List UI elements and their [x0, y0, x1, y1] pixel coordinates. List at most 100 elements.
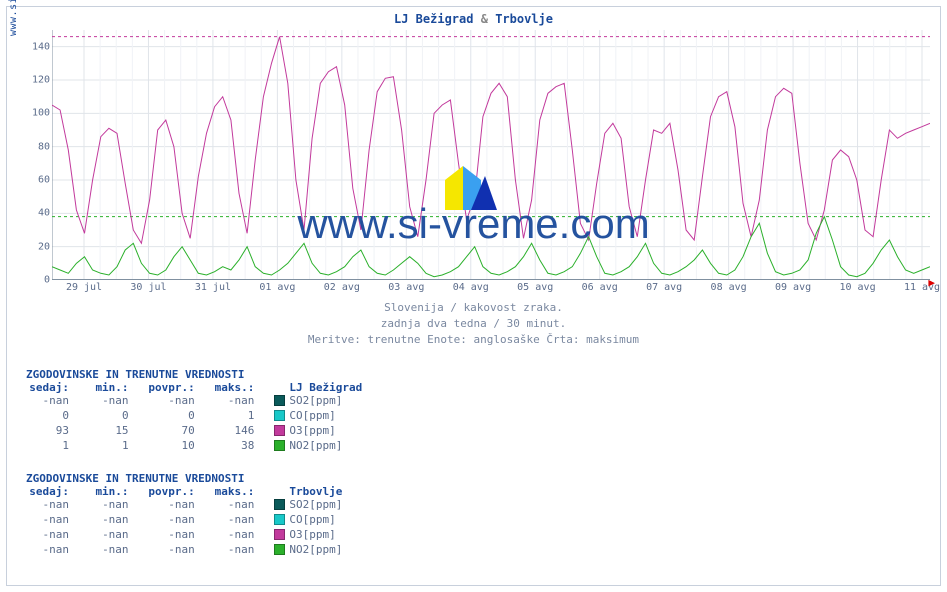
stats-value: -nan [139, 543, 205, 558]
x-tick-label: 30 jul [130, 282, 166, 293]
stats-row: -nan-nan-nan-nanCO[ppm] [26, 513, 352, 528]
y-axis-ticks: 020406080100120140 [22, 30, 50, 280]
stats-value: 1 [26, 439, 79, 454]
stats-value: -nan [26, 513, 79, 528]
stats-row-label: O3[ppm] [285, 528, 352, 543]
stats-row-label: O3[ppm] [285, 424, 372, 439]
stats-value: -nan [139, 513, 205, 528]
stats-value: -nan [79, 394, 139, 409]
chart-caption: Slovenija / kakovost zraka. zadnja dva t… [0, 300, 947, 348]
x-tick-label: 05 avg [517, 282, 553, 293]
stats-location: LJ Bežigrad [285, 381, 372, 394]
stats-value: -nan [26, 543, 79, 558]
stats-col-header: min.: [79, 381, 139, 394]
legend-swatch [264, 528, 285, 543]
y-tick-label: 140 [32, 41, 50, 52]
stats-value: -nan [205, 513, 265, 528]
x-axis-end-arrow-icon: ▶ [928, 276, 935, 289]
y-tick-label: 120 [32, 75, 50, 86]
x-tick-label: 04 avg [453, 282, 489, 293]
legend-swatch [264, 439, 285, 454]
stats-value: 1 [205, 409, 265, 424]
stats-value: 146 [205, 424, 265, 439]
stats-value: -nan [205, 528, 265, 543]
stats-row-label: SO2[ppm] [285, 498, 352, 513]
stats-value: 10 [139, 439, 205, 454]
title-ampersand: & [481, 12, 488, 26]
stats-value: -nan [79, 513, 139, 528]
stats-row-label: NO2[ppm] [285, 543, 352, 558]
stats-value: 70 [139, 424, 205, 439]
stats-row: -nan-nan-nan-nanSO2[ppm] [26, 394, 372, 409]
stats-row: 931570146 O3[ppm] [26, 424, 372, 439]
stats-value: -nan [139, 394, 205, 409]
y-tick-label: 20 [38, 241, 50, 252]
stats-header: ZGODOVINSKE IN TRENUTNE VREDNOSTI [26, 368, 372, 381]
stats-table: sedaj:min.:povpr.:maks.:Trbovlje-nan-nan… [26, 485, 352, 557]
stats-row-label: CO[ppm] [285, 513, 352, 528]
stats-row: 111038NO2[ppm] [26, 439, 372, 454]
legend-swatch [264, 409, 285, 424]
stats-table: sedaj:min.:povpr.:maks.:LJ Bežigrad-nan-… [26, 381, 372, 453]
stats-value: -nan [139, 498, 205, 513]
stats-value: -nan [26, 528, 79, 543]
stats-row: 0001CO[ppm] [26, 409, 372, 424]
y-tick-label: 80 [38, 141, 50, 152]
stats-value: -nan [205, 498, 265, 513]
stats-value: -nan [79, 498, 139, 513]
y-tick-label: 100 [32, 108, 50, 119]
caption-line-1: Slovenija / kakovost zraka. [0, 300, 947, 316]
x-tick-label: 29 jul [66, 282, 102, 293]
y-tick-label: 40 [38, 208, 50, 219]
stats-value: -nan [205, 394, 265, 409]
x-tick-label: 10 avg [839, 282, 875, 293]
chart-plot-area [52, 30, 930, 280]
title-location-2: Trbovlje [495, 12, 553, 26]
x-tick-label: 06 avg [582, 282, 618, 293]
x-tick-label: 31 jul [195, 282, 231, 293]
stats-header: ZGODOVINSKE IN TRENUTNE VREDNOSTI [26, 472, 352, 485]
x-tick-label: 08 avg [711, 282, 747, 293]
legend-swatch [264, 394, 285, 409]
stats-col-header: sedaj: [26, 381, 79, 394]
stats-col-header: maks.: [205, 381, 265, 394]
stats-table-bezigrad: ZGODOVINSKE IN TRENUTNE VREDNOSTIsedaj:m… [26, 368, 372, 453]
stats-value: -nan [79, 543, 139, 558]
stats-swatch-header [264, 381, 285, 394]
stats-row: -nan-nan-nan-nanO3[ppm] [26, 528, 352, 543]
stats-value: 1 [79, 439, 139, 454]
stats-value: 93 [26, 424, 79, 439]
x-tick-label: 03 avg [388, 282, 424, 293]
y-tick-label: 60 [38, 175, 50, 186]
stats-value: 0 [139, 409, 205, 424]
stats-value: -nan [26, 498, 79, 513]
stats-col-header: sedaj: [26, 485, 79, 498]
stats-value: 38 [205, 439, 265, 454]
x-tick-label: 01 avg [259, 282, 295, 293]
stats-value: 15 [79, 424, 139, 439]
stats-value: -nan [79, 528, 139, 543]
stats-row: -nan-nan-nan-nanSO2[ppm] [26, 498, 352, 513]
stats-value: 0 [79, 409, 139, 424]
stats-row: -nan-nan-nan-nanNO2[ppm] [26, 543, 352, 558]
y-tick-label: 0 [44, 275, 50, 286]
stats-row-label: NO2[ppm] [285, 439, 372, 454]
chart-svg [52, 30, 930, 280]
legend-swatch [264, 543, 285, 558]
x-tick-label: 02 avg [324, 282, 360, 293]
legend-swatch [264, 424, 285, 439]
stats-value: 0 [26, 409, 79, 424]
stats-location: Trbovlje [285, 485, 352, 498]
title-location-1: LJ Bežigrad [394, 12, 473, 26]
legend-swatch [264, 513, 285, 528]
caption-line-2: zadnja dva tedna / 30 minut. [0, 316, 947, 332]
stats-row-label: SO2[ppm] [285, 394, 372, 409]
stats-row-label: CO[ppm] [285, 409, 372, 424]
x-tick-label: 07 avg [646, 282, 682, 293]
chart-title: LJ Bežigrad & Trbovlje [0, 12, 947, 26]
stats-value: -nan [26, 394, 79, 409]
stats-col-header: min.: [79, 485, 139, 498]
caption-line-3: Meritve: trenutne Enote: anglosaške Črta… [0, 332, 947, 348]
legend-swatch [264, 498, 285, 513]
x-tick-label: 09 avg [775, 282, 811, 293]
